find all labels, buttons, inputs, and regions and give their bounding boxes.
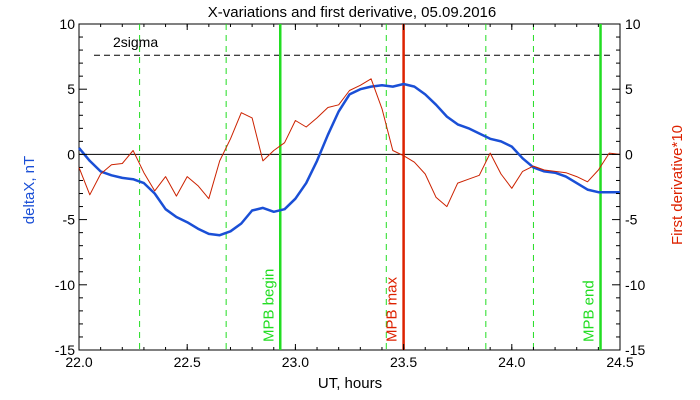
x-tick-label-1: 22.5 [174, 354, 201, 370]
y-tick-label-right-4: 5 [625, 81, 633, 97]
sigma-label: 2sigma [113, 34, 158, 50]
y-tick-label-right-0: -15 [625, 342, 645, 358]
reference-line-label-7: MPB end [581, 280, 598, 342]
y-axis-label-right: First derivative*10 [669, 125, 686, 245]
series-line-0 [78, 82, 620, 237]
y-tick-label-left-2: -5 [63, 212, 76, 228]
ticks: 22.0 22.5 23.0 23.5 24.0 24.5-15-10-50510-15-… [55, 16, 646, 370]
plot-frame [78, 23, 621, 351]
reference-line-label-4: MPB max [384, 276, 401, 342]
x-tick-label-2: 23.0 [282, 354, 309, 370]
x-axis-label: UT, hours [318, 375, 382, 392]
y-tick-label-left-5: 10 [59, 16, 75, 32]
reference-line-label-2: MPB begin [260, 269, 277, 342]
chart-title: X-variations and first derivative, 05.09… [208, 4, 497, 21]
y-tick-label-left-4: 5 [67, 81, 75, 97]
y-tick-label-right-5: 10 [625, 16, 641, 32]
y-tick-label-left-0: -15 [55, 342, 75, 358]
x-tick-label-4: 24.0 [498, 354, 525, 370]
x-tick-label-5: 24.5 [606, 354, 633, 370]
y-tick-label-right-2: -5 [625, 212, 638, 228]
reference-lines: MPB begin MPB max MPB end [79, 24, 620, 350]
x-tick-label-0: 22.0 [65, 354, 92, 370]
y-tick-label-right-1: -10 [625, 277, 645, 293]
x-tick-label-3: 23.5 [390, 354, 417, 370]
y-tick-label-left-3: 0 [67, 146, 75, 162]
series-layer [78, 78, 621, 237]
series-line-1 [78, 78, 621, 208]
y-tick-label-right-3: 0 [625, 146, 633, 162]
y-tick-label-left-1: -10 [55, 277, 75, 293]
y-axis-label-left: deltaX, nT [21, 156, 38, 224]
